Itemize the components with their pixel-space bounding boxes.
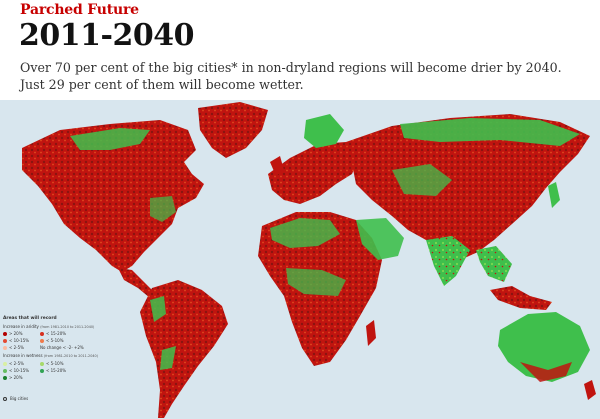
legend-wetness-label: Increase in wetness (from 1981-2010 to 2… <box>3 353 99 358</box>
siberia-wet <box>400 118 580 146</box>
city-ring-icon <box>3 396 7 401</box>
legend-big-cities: Big cities <box>3 396 28 401</box>
legend-no-change: No change < -2- +2% <box>40 345 84 350</box>
central-america <box>118 268 156 298</box>
us-east-wet <box>150 196 176 222</box>
legend-heading: Areas that will record <box>3 316 57 321</box>
new-zealand <box>584 380 596 400</box>
sahara-wet <box>270 218 340 248</box>
africa-wet-belt <box>286 268 346 296</box>
legend-wetness-item: < 2-5% <box>3 361 24 366</box>
central-asia-wet <box>392 164 452 196</box>
britain <box>270 156 284 176</box>
legend-aridity-item: > 20% <box>3 331 23 336</box>
south-america-wet <box>150 296 176 370</box>
australia-dry <box>520 362 572 382</box>
scandinavia-wet <box>304 114 344 148</box>
canada-north-wet <box>70 128 150 150</box>
legend-aridity-item: < 5-10% <box>40 338 64 343</box>
legend-wetness-item: > 20% <box>3 375 23 380</box>
subtitle: Over 70 per cent of the big cities* in n… <box>20 60 562 92</box>
southeast-asia <box>476 246 512 282</box>
page-title: 2011-2040 <box>19 18 194 53</box>
legend-aridity-item: < 15-20% <box>40 331 66 336</box>
legend-aridity-item: < 10-15% <box>3 338 29 343</box>
legend-aridity-label: Increase in aridity (from 1981-2010 to 2… <box>3 324 95 329</box>
legend-wetness-item: < 15-20% <box>40 368 66 373</box>
world-map-svg <box>0 100 600 419</box>
india <box>426 236 470 286</box>
kicker: Parched Future <box>20 2 139 18</box>
map-legend: Areas that will record Increase in aridi… <box>0 313 140 419</box>
asia <box>346 114 590 260</box>
europe <box>268 142 360 204</box>
legend-aridity-item: < 2-5% <box>3 345 24 350</box>
indonesia <box>490 286 552 310</box>
japan <box>548 182 560 208</box>
greenland <box>198 102 268 158</box>
world-map <box>0 100 600 419</box>
arabia <box>356 218 404 260</box>
north-america <box>22 120 204 272</box>
legend-wetness-item: < 10-15% <box>3 368 29 373</box>
madagascar <box>366 320 376 346</box>
legend-wetness-item: < 5-10% <box>40 361 64 366</box>
